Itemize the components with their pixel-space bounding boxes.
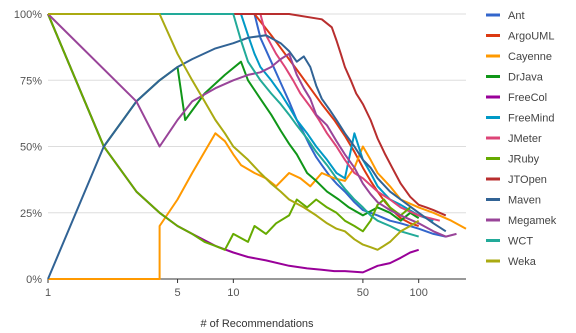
series-line-wct [48, 13, 419, 238]
series-line-jtopen [48, 13, 447, 217]
series-line-maven [47, 34, 447, 280]
x-tick-label: 5 [174, 287, 180, 299]
legend-label-megamek: Megamek [508, 215, 557, 227]
series-line-freemind [48, 13, 434, 222]
y-tick-label: 50% [20, 142, 42, 154]
x-tick-label: 10 [227, 287, 239, 299]
legend-label-jmeter: JMeter [508, 133, 542, 145]
y-tick-label: 100% [14, 9, 42, 21]
series-line-argouml [48, 13, 420, 227]
legend-label-cayenne: Cayenne [508, 51, 552, 63]
y-tick-label: 75% [20, 75, 42, 87]
series-lines [47, 13, 467, 280]
series-line-cayenne [48, 132, 467, 280]
x-tick-label: 50 [357, 287, 369, 299]
series-line-weka [48, 13, 420, 251]
series-line-drjava [47, 13, 420, 222]
x-tick-label: 1 [45, 287, 51, 299]
legend-label-freemind: FreeMind [508, 113, 554, 125]
series-line-ant [48, 13, 447, 238]
legend-label-freecol: FreeCol [508, 92, 547, 104]
legend-label-jruby: JRuby [508, 154, 540, 166]
legend-label-wct: WCT [508, 236, 533, 248]
y-tick-label: 0% [26, 274, 42, 286]
legend: Ant ArgoUML Cayenne DrJava FreeCol FreeMind JM… [486, 10, 557, 268]
y-axis-ticks: 0% 25% 50% 75% 100% [14, 9, 42, 286]
legend-label-argouml: ArgoUML [508, 31, 554, 43]
y-tick-label: 25% [20, 208, 42, 220]
legend-label-weka: Weka [508, 256, 537, 268]
series-line-megamek [47, 13, 457, 238]
grid-lines [48, 13, 466, 280]
legend-label-drjava: DrJava [508, 72, 544, 84]
series-line-jruby [47, 13, 411, 251]
x-axis-ticks: 1 5 10 50 100 [45, 279, 428, 299]
x-axis-label: # of Recommendations [200, 318, 314, 330]
legend-label-jtopen: JTOpen [508, 174, 547, 186]
series-line-jmeter [48, 13, 441, 222]
legend-label-maven: Maven [508, 195, 541, 207]
legend-label-ant: Ant [508, 10, 525, 22]
x-tick-label: 100 [410, 287, 428, 299]
